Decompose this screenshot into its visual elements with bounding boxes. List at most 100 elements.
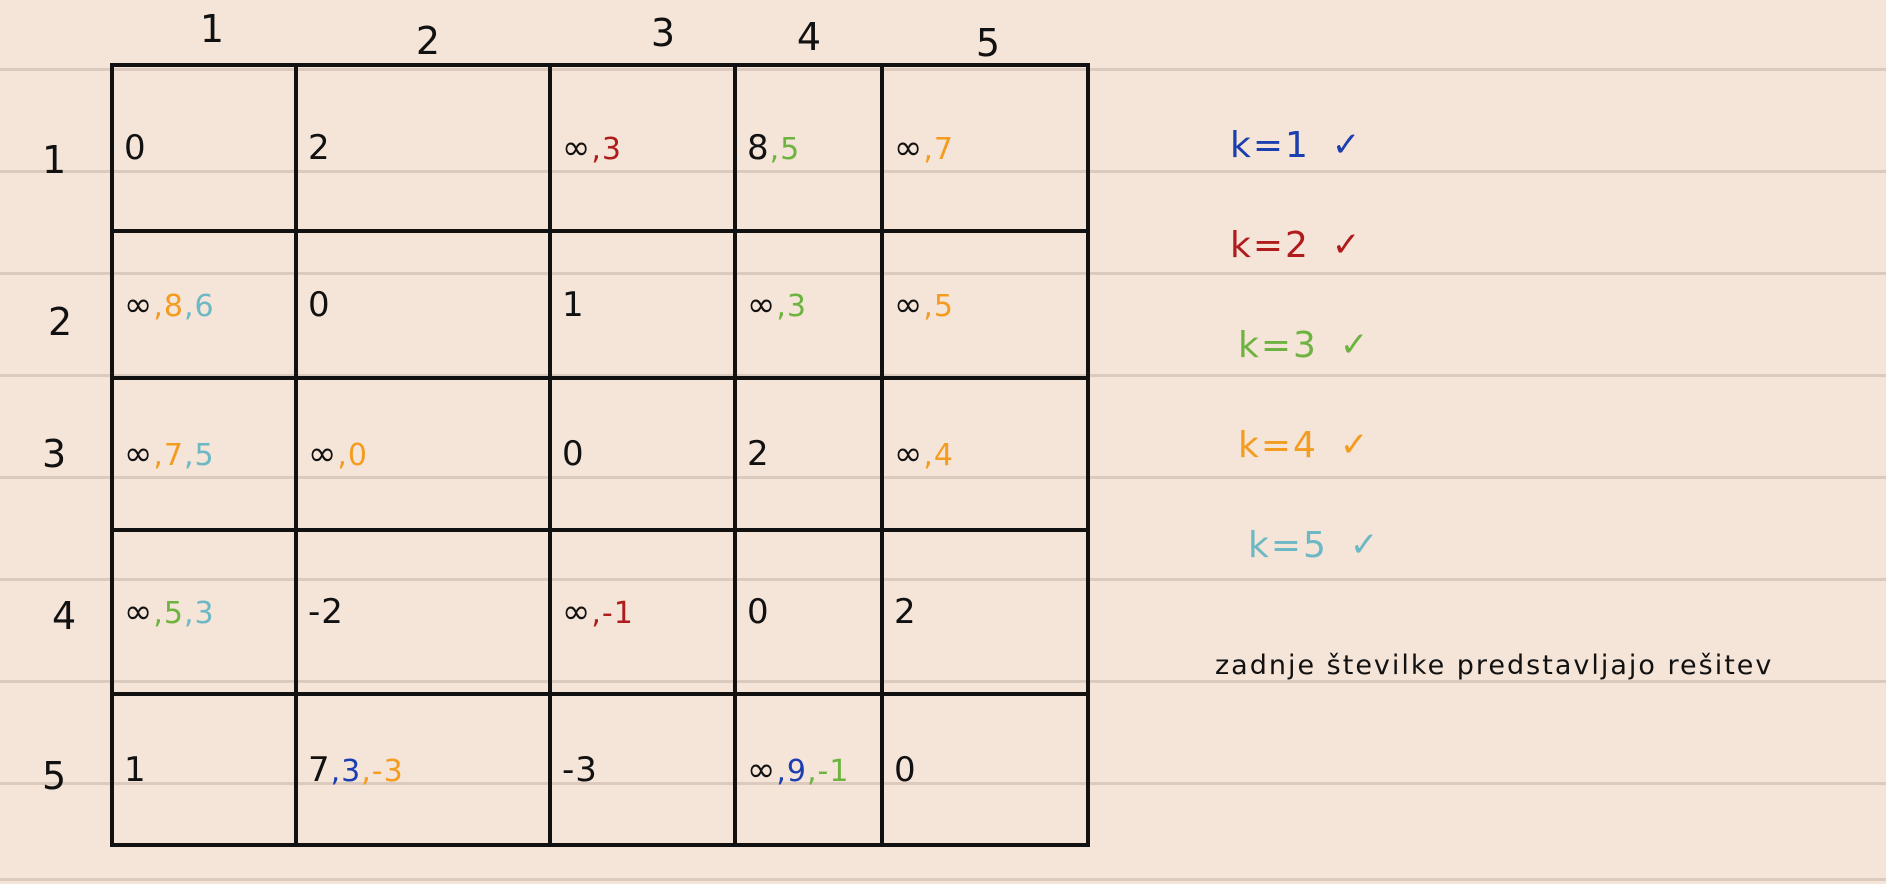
ruled-line (0, 878, 1886, 881)
row-header: 2 (48, 300, 73, 344)
initial-distance: 1 (562, 284, 585, 325)
legend-item: k=1 ✓ (1230, 125, 1380, 225)
cell-value: ∞,3 (562, 128, 622, 168)
cell-value: 1 (562, 285, 585, 325)
matrix-cell-3-4: 2 (737, 380, 884, 532)
cell-value: ∞,5,3 (124, 592, 215, 632)
updated-distance: ,5 (153, 596, 184, 631)
updated-distance: ,-3 (361, 753, 404, 789)
legend-label: k=4 (1238, 425, 1318, 466)
updated-distance: ,9 (776, 753, 807, 789)
legend-item: k=4 ✓ (1230, 425, 1380, 525)
ruled-line (0, 782, 1886, 785)
updated-distance: ,3 (183, 596, 215, 631)
ruled-line (0, 272, 1886, 275)
matrix-cell-4-2: -2 (298, 532, 552, 696)
updated-distance: ,6 (183, 288, 215, 324)
initial-distance: 1 (124, 749, 147, 790)
matrix-cell-5-2: 7,3,-3 (298, 696, 552, 843)
initial-distance: ∞ (747, 749, 777, 790)
cell-value: ∞,4 (894, 434, 954, 474)
initial-distance: 0 (124, 128, 147, 168)
initial-distance: ∞ (562, 128, 592, 168)
initial-distance: 0 (308, 284, 331, 325)
matrix-cell-4-4: 0 (737, 532, 884, 696)
solution-note: zadnje številke predstavljajo rešitev (1215, 650, 1774, 681)
row-header: 5 (42, 754, 67, 798)
initial-distance: ∞ (894, 284, 924, 325)
updated-distance: ,5 (183, 438, 215, 473)
matrix-cell-3-2: ∞,0 (298, 380, 552, 532)
matrix-cell-2-5: ∞,5 (884, 233, 1086, 380)
initial-distance: ∞ (562, 592, 592, 632)
legend-item: k=3 ✓ (1230, 325, 1380, 425)
cell-value: 1 (124, 750, 147, 790)
matrix-cell-5-5: 0 (884, 696, 1086, 843)
initial-distance: ∞ (124, 592, 154, 632)
updated-distance: ,4 (923, 438, 954, 473)
cell-value: -2 (308, 592, 344, 632)
cell-value: 0 (894, 750, 917, 790)
initial-distance: -3 (562, 749, 598, 790)
matrix-cell-1-3: ∞,3 (552, 67, 737, 233)
cell-value: 2 (308, 128, 331, 168)
updated-distance: ,7 (153, 438, 184, 473)
ruled-line (0, 680, 1886, 683)
matrix-cell-3-1: ∞,7,5 (114, 380, 298, 532)
cell-value: ∞,9,-1 (747, 750, 849, 790)
updated-distance: ,8 (153, 288, 184, 324)
cell-value: ∞,7 (894, 128, 954, 168)
updated-distance: ,7 (923, 132, 954, 167)
updated-distance: ,-1 (806, 753, 850, 789)
initial-distance: ∞ (747, 284, 777, 325)
iteration-legend: k=1 ✓ k=2 ✓ k=3 ✓ k=4 ✓ k=5 ✓ (1230, 125, 1380, 625)
cell-value: ∞,5 (894, 285, 954, 325)
legend-label: k=5 (1248, 525, 1328, 566)
check-icon: ✓ (1339, 425, 1371, 465)
row-header: 4 (52, 594, 77, 638)
matrix-cell-3-3: 0 (552, 380, 737, 532)
cell-value: 0 (562, 434, 585, 474)
row-header: 1 (42, 138, 67, 182)
distance-matrix: 0 2 ∞,3 8,5 ∞,7 ∞,8,6 0 1 ∞,3 ∞,5 ∞,7,5 ∞,0 0 2 ∞,4 ∞,5… (110, 63, 1090, 847)
cell-value: ∞,8,6 (124, 285, 215, 325)
initial-distance: 2 (308, 128, 331, 168)
matrix-cell-5-3: -3 (552, 696, 737, 843)
matrix-cell-1-4: 8,5 (737, 67, 884, 233)
updated-distance: ,3 (330, 753, 362, 789)
matrix-cell-2-4: ∞,3 (737, 233, 884, 380)
matrix-cell-2-2: 0 (298, 233, 552, 380)
cell-value: ∞,7,5 (124, 434, 215, 474)
matrix-cell-4-1: ∞,5,3 (114, 532, 298, 696)
updated-distance: ,3 (776, 288, 807, 324)
initial-distance: 0 (747, 592, 770, 632)
matrix-cell-1-1: 0 (114, 67, 298, 233)
cell-value: 0 (308, 285, 331, 325)
check-icon: ✓ (1331, 225, 1363, 265)
ruled-line (0, 374, 1886, 377)
updated-distance: ,5 (769, 132, 801, 167)
ruled-line (0, 578, 1886, 581)
initial-distance: ∞ (894, 128, 924, 168)
cell-value: 8,5 (747, 128, 800, 168)
cell-value: 2 (747, 434, 770, 474)
row-header: 3 (42, 432, 67, 476)
cell-value: 0 (747, 592, 770, 632)
ruled-line (0, 68, 1886, 71)
column-header: 3 (650, 11, 676, 55)
cell-value: ∞,-1 (562, 592, 634, 632)
initial-distance: ∞ (894, 434, 924, 474)
initial-distance: ∞ (124, 434, 154, 474)
check-icon: ✓ (1339, 325, 1371, 365)
initial-distance: 0 (562, 434, 585, 474)
cell-value: -3 (562, 750, 598, 790)
matrix-cell-3-5: ∞,4 (884, 380, 1086, 532)
legend-label: k=1 (1230, 125, 1310, 166)
matrix-cell-4-5: 2 (884, 532, 1086, 696)
updated-distance: ,-1 (591, 596, 634, 631)
matrix-cell-5-4: ∞,9,-1 (737, 696, 884, 843)
ruled-line (0, 476, 1886, 479)
cell-value: 0 (124, 128, 147, 168)
cell-value: 2 (894, 592, 917, 632)
matrix-cell-2-1: ∞,8,6 (114, 233, 298, 380)
